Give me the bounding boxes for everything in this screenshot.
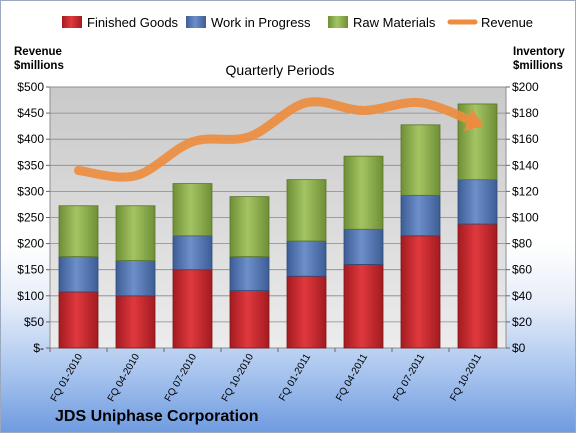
left-tick-label: $-: [33, 341, 44, 355]
left-tick-label: $200: [17, 237, 44, 251]
legend: Finished Goods Work in Progress Raw Mate…: [62, 15, 533, 30]
bar-work-in-progress: [115, 260, 156, 297]
bar-finished-goods: [457, 223, 498, 349]
left-axis-title-line1: Revenue: [14, 46, 62, 58]
left-tick-label: $50: [24, 315, 44, 329]
legend-swatch-finished-goods: [62, 16, 82, 28]
legend-label-raw-materials: Raw Materials: [353, 15, 436, 30]
legend-label-work-in-progress: Work in Progress: [211, 15, 311, 30]
bar-raw-materials: [286, 179, 327, 242]
bar-work-in-progress: [58, 256, 99, 293]
x-tick-label: FQ 01-2011: [277, 352, 313, 403]
left-tick-label: $500: [17, 80, 44, 94]
left-tick-label: $400: [17, 132, 44, 146]
right-tick-label: $100: [512, 211, 539, 225]
left-tick-label: $100: [17, 289, 44, 303]
bar-work-in-progress: [457, 179, 498, 225]
right-tick-label: $120: [512, 184, 539, 198]
bar-finished-goods: [229, 290, 270, 349]
bar-raw-materials: [115, 205, 156, 261]
left-tick-label: $450: [17, 106, 44, 120]
left-axis-title-line2: $millions: [14, 60, 64, 72]
left-tick-label: $150: [17, 263, 44, 277]
revenue-arrowhead: [463, 108, 484, 132]
bar-work-in-progress: [400, 194, 441, 237]
right-tick-label: $140: [512, 158, 539, 172]
chart-subtitle: Quarterly Periods: [226, 62, 335, 78]
right-tick-label: $60: [512, 263, 532, 277]
bar-finished-goods: [343, 264, 384, 349]
bar-finished-goods: [400, 235, 441, 349]
right-tick-label: $180: [512, 106, 539, 120]
right-axis-title-line1: Inventory: [513, 46, 565, 58]
right-axis-title-line2: $millions: [513, 60, 563, 72]
bar-finished-goods: [172, 269, 213, 349]
legend-label-revenue: Revenue: [481, 15, 533, 30]
bar-work-in-progress: [286, 240, 327, 277]
right-tick-label: $20: [512, 315, 532, 329]
bar-finished-goods: [115, 295, 156, 349]
x-tick-label: FQ 10-2011: [448, 352, 484, 403]
legend-swatch-raw-materials: [328, 16, 348, 28]
left-tick-label: $350: [17, 158, 44, 172]
bar-raw-materials: [343, 155, 384, 230]
x-tick-label: FQ 07-2011: [391, 352, 427, 403]
bar-finished-goods: [286, 275, 327, 349]
x-tick-label: FQ 04-2010: [106, 352, 142, 404]
legend-swatch-work-in-progress: [186, 16, 206, 28]
company-name: JDS Uniphase Corporation: [55, 408, 259, 425]
bar-raw-materials: [400, 124, 441, 196]
right-tick-label: $200: [512, 80, 539, 94]
left-tick-label: $250: [17, 211, 44, 225]
bar-finished-goods: [58, 291, 99, 349]
bar-work-in-progress: [229, 256, 270, 291]
revenue-line: [74, 97, 484, 182]
right-tick-label: $0: [512, 341, 526, 355]
legend-label-finished-goods: Finished Goods: [87, 15, 179, 30]
bar-work-in-progress: [172, 235, 213, 271]
right-tick-label: $160: [512, 132, 539, 146]
bar-raw-materials: [172, 183, 213, 237]
stacked-bars: [58, 103, 498, 349]
revenue-line-path: [74, 97, 482, 182]
left-tick-label: $300: [17, 184, 44, 198]
x-tick-label: FQ 01-2010: [49, 352, 85, 404]
x-axis-ticks: FQ 01-2010 FQ 04-2010 FQ 07-2010 FQ 10-2010…: [49, 348, 484, 404]
x-tick-label: FQ 07-2010: [163, 352, 199, 404]
x-tick-label: FQ 04-2011: [334, 352, 370, 403]
bar-raw-materials: [229, 196, 270, 258]
right-tick-label: $40: [512, 289, 532, 303]
bar-raw-materials: [58, 205, 99, 258]
right-axis-ticks: $0 $20 $40 $60 $80 $100 $120 $140 $160 $180 $200: [506, 80, 539, 355]
right-tick-label: $80: [512, 237, 532, 251]
bar-work-in-progress: [343, 228, 384, 265]
x-tick-label: FQ 10-2010: [220, 352, 256, 404]
left-axis-ticks: $- $50 $100 $150 $200 $250 $300 $350 $400 $450 $50…: [17, 80, 50, 355]
